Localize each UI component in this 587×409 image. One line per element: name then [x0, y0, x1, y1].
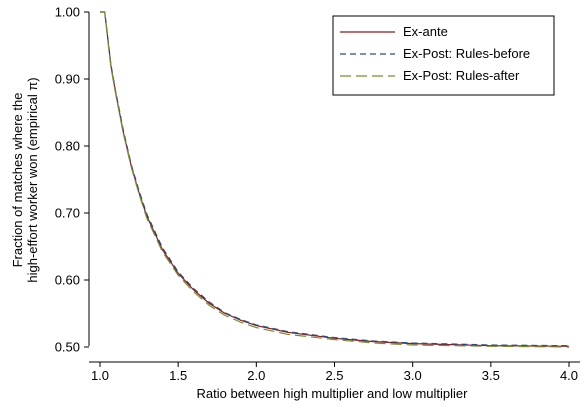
x-tick-label: 1.0 [91, 368, 109, 383]
x-axis-title: Ratio between high multiplier and low mu… [197, 386, 469, 401]
y-axis-title: Fraction of matches where the high-effor… [10, 77, 40, 282]
series-line-3 [100, 11, 570, 348]
y-tick-label: 0.60 [55, 273, 80, 288]
y-tick-label: 1.00 [55, 5, 80, 20]
legend-label-rules-after: Ex-Post: Rules-after [403, 68, 520, 83]
x-tick-label: 3.5 [482, 368, 500, 383]
legend-label-rules-before: Ex-Post: Rules-before [403, 46, 530, 61]
x-tick-label: 2.5 [325, 368, 343, 383]
y-tick-label: 0.80 [55, 139, 80, 154]
y-tick-label: 0.90 [55, 72, 80, 87]
x-tick-label: 1.5 [169, 368, 187, 383]
series-lines [100, 11, 570, 348]
x-tick-label: 4.0 [560, 368, 578, 383]
y-axis-title-line-2: high-effort worker won (empirical π) [25, 77, 40, 282]
y-ticks: 0.50 0.60 0.70 0.80 0.90 1.00 [55, 5, 89, 355]
y-axis-title-line-1: Fraction of matches where the [10, 93, 25, 268]
legend-box [332, 15, 555, 96]
y-tick-label: 0.70 [55, 206, 80, 221]
x-tick-label: 3.0 [404, 368, 422, 383]
x-ticks: 1.0 1.5 2.0 2.5 3.0 3.5 4.0 [91, 362, 578, 383]
legend: Ex-ante Ex-Post: Rules-before Ex-Post: R… [332, 15, 555, 96]
legend-label-ex-ante: Ex-ante [403, 24, 448, 39]
y-tick-label: 0.50 [55, 340, 80, 355]
x-tick-label: 2.0 [247, 368, 265, 383]
